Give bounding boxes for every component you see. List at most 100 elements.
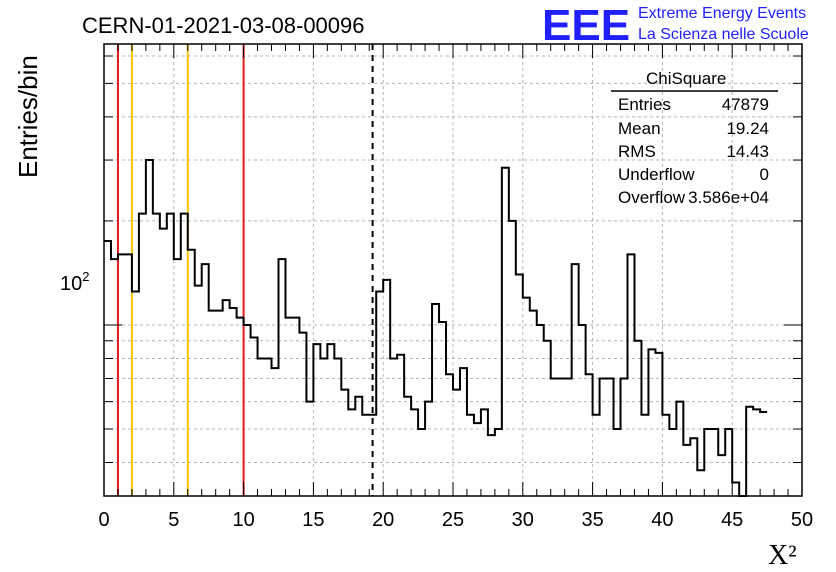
stats-value-entries: 47879 — [722, 95, 769, 114]
x-tick-label: 35 — [581, 509, 603, 531]
histogram-bin — [481, 409, 488, 496]
histogram-bin — [495, 429, 502, 496]
histogram-bin — [600, 379, 607, 496]
histogram-bin — [488, 435, 495, 496]
histogram-bin — [467, 415, 474, 496]
histogram-bin — [279, 259, 286, 496]
histogram-bin — [188, 250, 195, 496]
histogram-bin — [579, 325, 586, 496]
x-tick-label: 10 — [232, 509, 254, 531]
x-tick-label: 50 — [791, 509, 813, 531]
stats-label-underflow: Underflow — [618, 165, 695, 184]
histogram-bin — [237, 318, 244, 496]
histogram-bin — [558, 379, 565, 496]
histogram-bin — [404, 397, 411, 496]
stats-label-entries: Entries — [618, 95, 671, 114]
histogram-bin — [676, 402, 683, 496]
stats-box: ChiSquare Entries 47879 Mean 19.24 RMS 1… — [611, 69, 778, 207]
histogram-bin — [753, 409, 760, 496]
histogram-bin — [621, 379, 628, 496]
x-tick-label: 40 — [651, 509, 673, 531]
histogram-outline — [104, 159, 768, 497]
histogram-bin — [181, 214, 188, 496]
histogram-bin — [648, 349, 655, 496]
chart-title: CERN-01-2021-03-08-00096 — [82, 13, 365, 38]
histogram-bin — [299, 333, 306, 496]
histogram-bin — [341, 390, 348, 496]
histogram-bin — [655, 353, 662, 496]
histogram-bin — [216, 311, 223, 496]
logo-line-2: La Scienza nelle Scuole — [638, 26, 809, 43]
histogram-bin — [607, 379, 614, 496]
histogram-bin — [265, 358, 272, 496]
histogram-bin — [369, 415, 376, 496]
x-tick-label: 5 — [168, 509, 179, 531]
stats-value-overflow: 3.586e+04 — [688, 188, 769, 207]
histogram-bin — [118, 254, 125, 496]
histogram-bin — [634, 341, 641, 496]
stats-label-overflow: Overflow — [618, 188, 686, 207]
histogram-bin — [355, 397, 362, 496]
histogram-bin — [523, 298, 530, 496]
histogram-bin — [760, 412, 767, 496]
histogram-bin — [690, 438, 697, 496]
histogram-bin — [376, 291, 383, 496]
histogram-bin — [139, 214, 146, 496]
histogram-bin — [439, 322, 446, 496]
x-tick-label: 30 — [512, 509, 534, 531]
histogram-bin — [544, 341, 551, 496]
histogram-bin — [746, 407, 753, 496]
histogram-bin — [718, 455, 725, 496]
histogram-bin — [223, 300, 230, 496]
x-tick-label: 45 — [721, 509, 743, 531]
x-tick-label: 25 — [442, 509, 464, 531]
histogram-bin — [425, 402, 432, 496]
x-axis-title: X² — [768, 540, 797, 571]
stats-value-underflow: 0 — [760, 165, 769, 184]
histogram-bin — [153, 214, 160, 496]
histogram-bin — [530, 311, 537, 496]
threshold-lines — [116, 44, 374, 496]
histogram-bin — [251, 337, 258, 496]
stats-value-mean: 19.24 — [726, 119, 769, 138]
histogram-bin — [683, 445, 690, 496]
histogram-bin — [474, 423, 481, 496]
histogram-bin — [586, 374, 593, 496]
axis-ticks — [103, 44, 803, 496]
histogram-bin — [628, 254, 635, 496]
histogram-bin — [285, 318, 292, 496]
histogram-bin — [390, 358, 397, 496]
histogram-bin — [509, 221, 516, 496]
histogram-bin — [111, 259, 118, 496]
histogram-bin — [258, 358, 265, 496]
x-tick-label: 20 — [372, 509, 394, 531]
stats-title: ChiSquare — [646, 69, 726, 88]
stats-label-mean: Mean — [618, 119, 661, 138]
histogram-bin — [397, 355, 404, 496]
histogram-bin — [202, 264, 209, 496]
histogram-bin — [383, 280, 390, 496]
histogram-bin — [411, 409, 418, 496]
histogram-bin — [662, 415, 669, 496]
logo-line-1: Extreme Energy Events — [638, 5, 806, 22]
histogram-bin — [593, 415, 600, 496]
histogram-bin — [292, 318, 299, 496]
histogram-bin — [551, 379, 558, 496]
histogram-bin — [725, 429, 732, 496]
histogram-bin — [614, 429, 621, 496]
histogram-bin — [125, 254, 132, 496]
histogram-bin — [195, 286, 202, 496]
histogram-bin — [104, 241, 111, 496]
histogram-bin — [711, 429, 718, 496]
histogram-bin — [516, 274, 523, 496]
histogram-bin — [244, 325, 251, 496]
stats-value-rms: 14.43 — [726, 142, 769, 161]
histogram-bin — [160, 229, 167, 496]
x-tick-label: 15 — [302, 509, 324, 531]
histogram-bin — [641, 415, 648, 496]
histogram-bin — [432, 304, 439, 496]
histogram-bin — [418, 429, 425, 496]
histogram-bin — [306, 402, 313, 496]
histogram-bin — [313, 344, 320, 496]
